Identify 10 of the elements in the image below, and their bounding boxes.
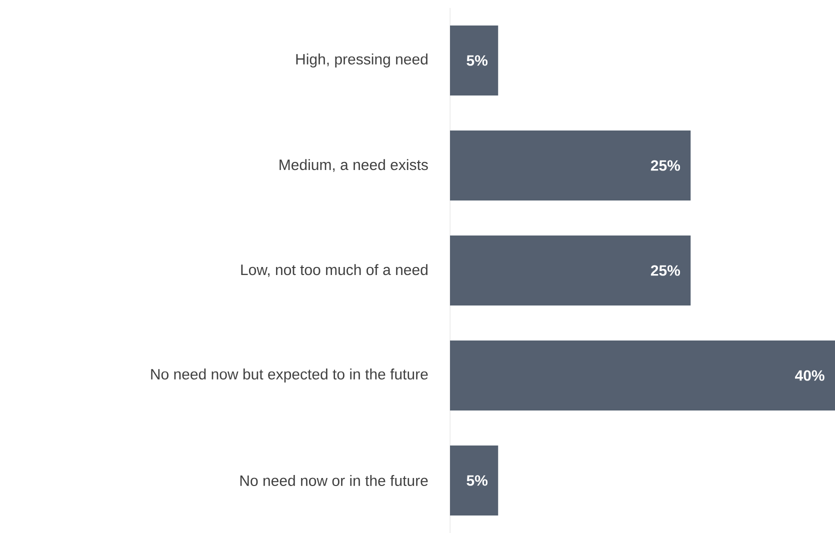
data-label: 25% [650, 160, 680, 171]
y-tick-label: Medium, a need exists [280, 159, 428, 172]
data-label: 40% [795, 370, 824, 381]
data-label: 5% [466, 55, 488, 66]
data-label: 25% [650, 265, 680, 276]
y-tick-label: No need now but expected to in the future [151, 368, 428, 382]
y-tick-label: High, pressing need [296, 54, 428, 68]
y-tick-label: No need now or in the future [240, 475, 428, 486]
y-tick-label: Low, not too much of a need [241, 264, 428, 277]
data-label: 5% [466, 475, 488, 486]
